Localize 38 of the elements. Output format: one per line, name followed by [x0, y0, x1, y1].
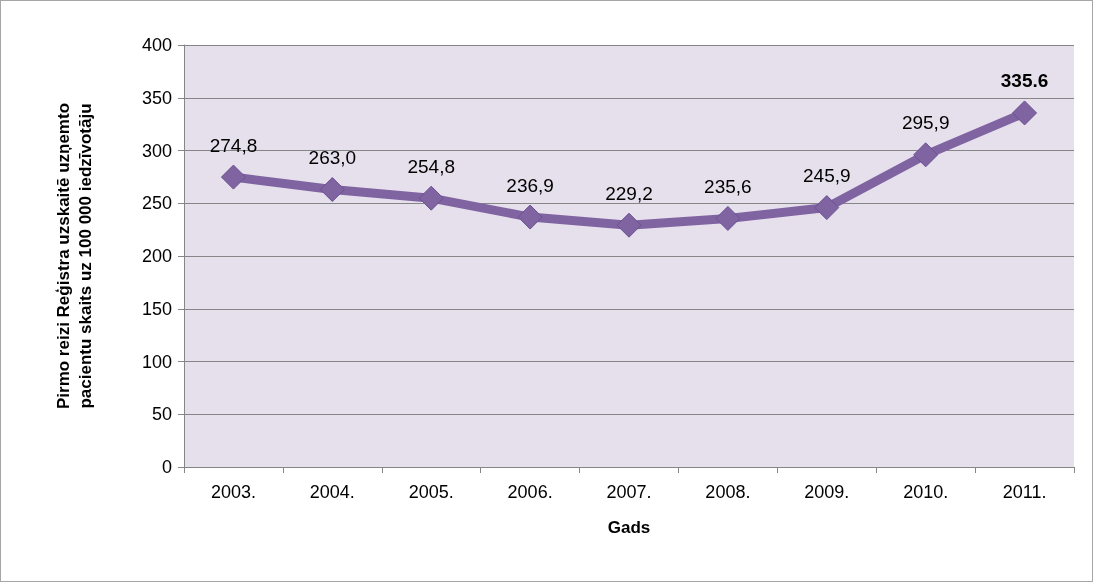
- point: [319, 177, 345, 203]
- data-label: 254,8: [407, 155, 455, 177]
- y-tick-label: 400: [141, 35, 172, 55]
- x-tick-label: 2004.: [309, 482, 355, 502]
- y-tick-label: 50: [151, 404, 172, 425]
- data-label: 274,8: [209, 134, 258, 156]
- point: [814, 195, 840, 221]
- y-tick-label: 300: [141, 140, 172, 161]
- data-label: 335.6: [1000, 70, 1049, 92]
- y-tick-label: 100: [141, 351, 172, 372]
- point: [517, 204, 543, 230]
- point: [418, 185, 444, 211]
- x-tick-label: 2010.: [903, 482, 949, 502]
- data-label: 236,9: [506, 174, 554, 196]
- x-tick-label: 2005.: [408, 482, 454, 502]
- point: [715, 205, 741, 231]
- data-label: 245,9: [803, 165, 851, 187]
- x-tick-label: 2007.: [606, 482, 652, 502]
- data-label: 229,2: [605, 182, 653, 204]
- x-tick-label: 2006.: [507, 482, 553, 502]
- point: [220, 164, 246, 190]
- x-tick-label: 2009.: [804, 482, 850, 502]
- y-tick-label: 0: [161, 457, 172, 477]
- point: [616, 212, 642, 238]
- y-tick-label: 200: [141, 246, 172, 266]
- x-tick-label: 2003.: [210, 482, 256, 502]
- point: [1012, 100, 1038, 126]
- point: [913, 142, 939, 168]
- data-label: 263,0: [308, 147, 357, 169]
- y-tick-label: 250: [141, 193, 172, 214]
- y-tick-label: 150: [141, 298, 172, 319]
- x-axis-title: Gads: [607, 518, 651, 537]
- x-tick-label: 2011.: [1002, 482, 1047, 502]
- data-label: 295,9: [901, 112, 950, 134]
- x-tick-label: 2008.: [705, 482, 751, 502]
- data-label: 235,6: [704, 175, 752, 197]
- y-axis-title: Pirmo reizi Reģistra uzskaitē uzņemto pacientu skaits uz 100 000 iedzīvotāju: [53, 102, 95, 410]
- y-tick-label: 350: [141, 87, 172, 108]
